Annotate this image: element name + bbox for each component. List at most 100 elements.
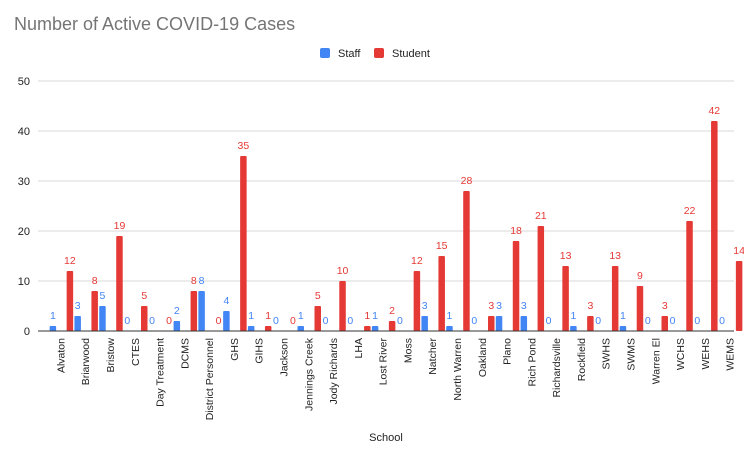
bar-staff bbox=[495, 316, 503, 331]
data-label-staff: 1 bbox=[50, 310, 56, 322]
data-label-staff: 3 bbox=[496, 300, 502, 312]
data-label-student: 21 bbox=[535, 210, 547, 222]
data-label-student: 2 bbox=[389, 305, 395, 317]
x-tick-label: WEMS bbox=[725, 338, 737, 371]
bar-student bbox=[116, 236, 123, 331]
data-label-student: 1 bbox=[265, 310, 271, 322]
data-label-staff: 4 bbox=[223, 295, 229, 307]
y-tick-label: 30 bbox=[18, 176, 30, 188]
data-label-staff: 0 bbox=[471, 315, 477, 327]
x-tick-label: Alvaton bbox=[55, 338, 67, 373]
data-label-staff: 1 bbox=[298, 310, 304, 322]
bar-staff bbox=[520, 316, 528, 331]
bar-student bbox=[264, 326, 272, 331]
data-label-student: 8 bbox=[92, 275, 98, 287]
x-tick-label: LHA bbox=[353, 338, 365, 358]
bar-student bbox=[413, 271, 421, 331]
y-tick-label: 40 bbox=[18, 126, 30, 138]
legend-label-student: Student bbox=[392, 48, 430, 60]
bar-student bbox=[686, 221, 693, 331]
data-label-student: 42 bbox=[708, 105, 720, 117]
data-label-staff: 0 bbox=[546, 315, 552, 327]
data-label-staff: 1 bbox=[620, 310, 626, 322]
data-label-student: 19 bbox=[114, 220, 126, 232]
x-tick-label: Oakland bbox=[477, 338, 489, 377]
x-tick-label: Natcher bbox=[427, 337, 439, 374]
x-tick-label: Briarwood bbox=[80, 338, 92, 385]
x-tick-label: Jody Richards bbox=[328, 338, 340, 405]
bar-staff bbox=[570, 326, 577, 331]
x-tick-label: SWHS bbox=[601, 338, 613, 370]
legend-label-staff: Staff bbox=[338, 48, 361, 60]
data-label-student: 12 bbox=[64, 255, 76, 267]
bar-staff bbox=[446, 326, 453, 331]
y-tick-label: 20 bbox=[18, 226, 30, 238]
bar-staff bbox=[49, 326, 57, 331]
x-tick-label: Day Treatment bbox=[155, 338, 167, 407]
data-label-staff: 1 bbox=[447, 310, 453, 322]
x-tick-label: District Personnel bbox=[204, 338, 216, 420]
data-label-student: 10 bbox=[337, 265, 349, 277]
bar-student bbox=[190, 291, 198, 331]
data-label-student: 13 bbox=[609, 250, 621, 262]
bar-student bbox=[735, 261, 743, 331]
bar-student bbox=[438, 256, 445, 331]
x-tick-label: Lost River bbox=[378, 337, 390, 385]
bar-student bbox=[141, 306, 148, 331]
data-label-student: 13 bbox=[560, 250, 572, 262]
bar-staff bbox=[247, 326, 255, 331]
bar-staff bbox=[74, 316, 81, 331]
data-label-student: 1 bbox=[364, 310, 370, 322]
y-tick-label: 0 bbox=[24, 326, 30, 338]
x-tick-label: Bristow bbox=[105, 338, 117, 373]
bar-student bbox=[711, 121, 718, 331]
data-label-staff: 5 bbox=[100, 290, 106, 302]
bar-student bbox=[91, 291, 98, 331]
x-axis-label: School bbox=[369, 432, 403, 444]
data-label-student: 3 bbox=[662, 300, 668, 312]
data-label-staff: 0 bbox=[323, 315, 329, 327]
x-tick-label: Moss bbox=[402, 338, 414, 363]
x-tick-label: Jennings Creek bbox=[303, 337, 315, 411]
bar-student bbox=[240, 156, 247, 331]
legend-swatch-student bbox=[374, 48, 384, 58]
data-label-staff: 0 bbox=[670, 315, 676, 327]
data-label-staff: 0 bbox=[124, 315, 130, 327]
data-label-staff: 0 bbox=[645, 315, 651, 327]
x-axis-ticks: Alvaton Briarwood Bristow CTES Day Treatment… bbox=[55, 337, 736, 420]
data-label-student: 0 bbox=[166, 315, 172, 327]
x-tick-label: Rockfield bbox=[576, 338, 588, 381]
bar-student bbox=[661, 316, 668, 331]
x-tick-label: Rich Pond bbox=[526, 338, 538, 387]
x-tick-label: Warren El bbox=[650, 338, 662, 384]
data-label-staff: 0 bbox=[149, 315, 155, 327]
data-label-staff: 0 bbox=[719, 315, 725, 327]
bar-student bbox=[587, 316, 594, 331]
data-label-student: 5 bbox=[315, 290, 321, 302]
bar-staff bbox=[371, 326, 379, 331]
data-label-student: 9 bbox=[637, 270, 643, 282]
bar-student bbox=[537, 226, 545, 331]
x-tick-label: GHS bbox=[229, 338, 241, 361]
bar-student bbox=[314, 306, 321, 331]
bar-staff bbox=[173, 321, 181, 331]
data-label-staff: 0 bbox=[347, 315, 353, 327]
bar-staff bbox=[619, 326, 627, 331]
data-label-staff: 0 bbox=[694, 315, 700, 327]
bar-student bbox=[488, 316, 495, 331]
bar-staff bbox=[421, 316, 428, 331]
data-label-student: 3 bbox=[488, 300, 494, 312]
data-label-student: 3 bbox=[587, 300, 593, 312]
data-label-student: 28 bbox=[461, 175, 473, 187]
data-label-staff: 1 bbox=[570, 310, 576, 322]
data-label-staff: 3 bbox=[422, 300, 428, 312]
data-label-staff: 1 bbox=[248, 310, 254, 322]
data-label-staff: 0 bbox=[273, 315, 279, 327]
data-label-student: 18 bbox=[510, 225, 522, 237]
data-label-staff: 3 bbox=[521, 300, 527, 312]
chart-title: Number of Active COVID-19 Cases bbox=[14, 14, 295, 34]
data-label-staff: 0 bbox=[397, 315, 403, 327]
